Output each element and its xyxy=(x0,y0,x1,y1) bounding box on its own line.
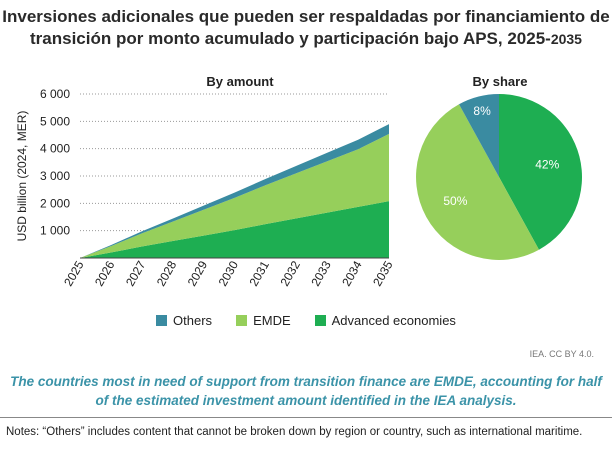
legend-label-others: Others xyxy=(173,313,213,328)
area-chart-title: By amount xyxy=(206,74,274,89)
x-tick-label: 2030 xyxy=(216,258,242,288)
x-tick-label: 2026 xyxy=(92,258,118,288)
takeaway-text: The countries most in need of support fr… xyxy=(10,374,602,408)
x-tick-label: 2035 xyxy=(370,258,396,288)
x-tick-label: 2029 xyxy=(185,258,211,288)
legend-swatch-others xyxy=(156,315,168,326)
x-tick-label: 2028 xyxy=(154,258,180,288)
legend-item-advanced: Advanced economies xyxy=(314,313,456,328)
y-tick-label: 3 000 xyxy=(40,169,70,183)
source-credit: IEA. CC BY 4.0. xyxy=(529,349,594,359)
notes-text: Notes: “Others” includes content that ca… xyxy=(6,426,583,438)
legend: Others EMDE Advanced economies xyxy=(0,313,612,328)
title-main: Inversiones adicionales que pueden ser r… xyxy=(2,7,610,48)
pie-slice-label: 42% xyxy=(535,158,559,172)
pie-chart-title: By share xyxy=(472,74,528,89)
pie-slice-emde xyxy=(416,104,539,260)
legend-label-emde: EMDE xyxy=(253,313,291,328)
area-series-emde xyxy=(80,133,389,258)
pie-slice-advanced-economies xyxy=(499,94,582,250)
x-tick-label: 2025 xyxy=(61,258,87,288)
legend-item-emde: EMDE xyxy=(236,313,291,328)
legend-swatch-advanced xyxy=(314,315,326,326)
title-end: 2035 xyxy=(550,31,582,47)
y-axis-label: USD billion (2024, MER) xyxy=(15,111,29,242)
pie-slice-others xyxy=(459,94,499,177)
x-tick-label: 2027 xyxy=(123,258,149,288)
legend-item-others: Others xyxy=(156,313,212,328)
legend-swatch-emde xyxy=(236,315,248,326)
y-tick-label: 4 000 xyxy=(40,142,70,156)
legend-label-advanced: Advanced economies xyxy=(331,313,456,328)
y-tick-label: 6 000 xyxy=(40,87,70,101)
x-tick-label: 2032 xyxy=(277,258,303,288)
y-tick-label: 2 000 xyxy=(40,196,70,210)
x-tick-label: 2033 xyxy=(308,258,334,288)
divider xyxy=(0,417,612,418)
x-tick-label: 2034 xyxy=(339,258,365,288)
page-title: Inversiones adicionales que pueden ser r… xyxy=(0,6,612,50)
pie-slice-label: 50% xyxy=(443,194,467,208)
x-tick-label: 2031 xyxy=(247,258,273,288)
y-tick-label: 1 000 xyxy=(40,224,70,238)
pie-slice-label: 8% xyxy=(473,104,491,118)
y-tick-label: 5 000 xyxy=(40,114,70,128)
pie-chart: 42% 50% 8% xyxy=(416,94,582,260)
